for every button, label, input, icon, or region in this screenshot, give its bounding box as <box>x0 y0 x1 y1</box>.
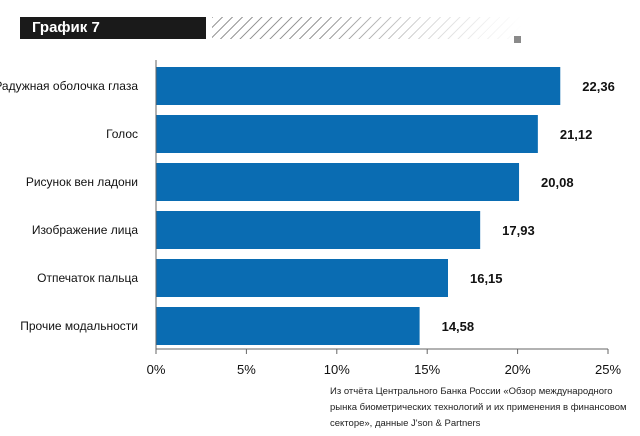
x-tick-label: 15% <box>414 362 440 377</box>
x-tick-label: 0% <box>147 362 166 377</box>
category-label: Голос <box>106 127 138 141</box>
category-label: Прочие модальности <box>20 319 138 333</box>
bar <box>156 211 481 249</box>
category-label: Радужная оболочка глаза <box>0 79 138 93</box>
x-tick-label: 20% <box>505 362 531 377</box>
chart-header: График 7 <box>20 17 524 43</box>
bar <box>156 67 561 105</box>
data-label: 14,58 <box>442 319 475 334</box>
source-note: Из отчёта Центрального Банка России «Обз… <box>330 386 627 429</box>
data-label: 17,93 <box>502 223 535 238</box>
category-label: Отпечаток пальца <box>37 271 138 285</box>
x-tick-label: 5% <box>237 362 256 377</box>
category-label: Рисунок вен ладони <box>26 175 138 189</box>
x-tick-label: 10% <box>324 362 350 377</box>
chart-number-label: График 7 <box>20 17 206 39</box>
bar <box>156 115 538 153</box>
category-label: Изображение лица <box>32 223 139 237</box>
data-label: 16,15 <box>470 271 503 286</box>
decorative-hatch <box>212 17 522 39</box>
decorative-square <box>514 36 521 43</box>
x-tick-label: 25% <box>595 362 621 377</box>
bar <box>156 259 448 297</box>
data-label: 22,36 <box>582 79 615 94</box>
bar <box>156 307 420 345</box>
data-label: 21,12 <box>560 127 593 142</box>
data-label: 20,08 <box>541 175 574 190</box>
bar <box>156 163 520 201</box>
